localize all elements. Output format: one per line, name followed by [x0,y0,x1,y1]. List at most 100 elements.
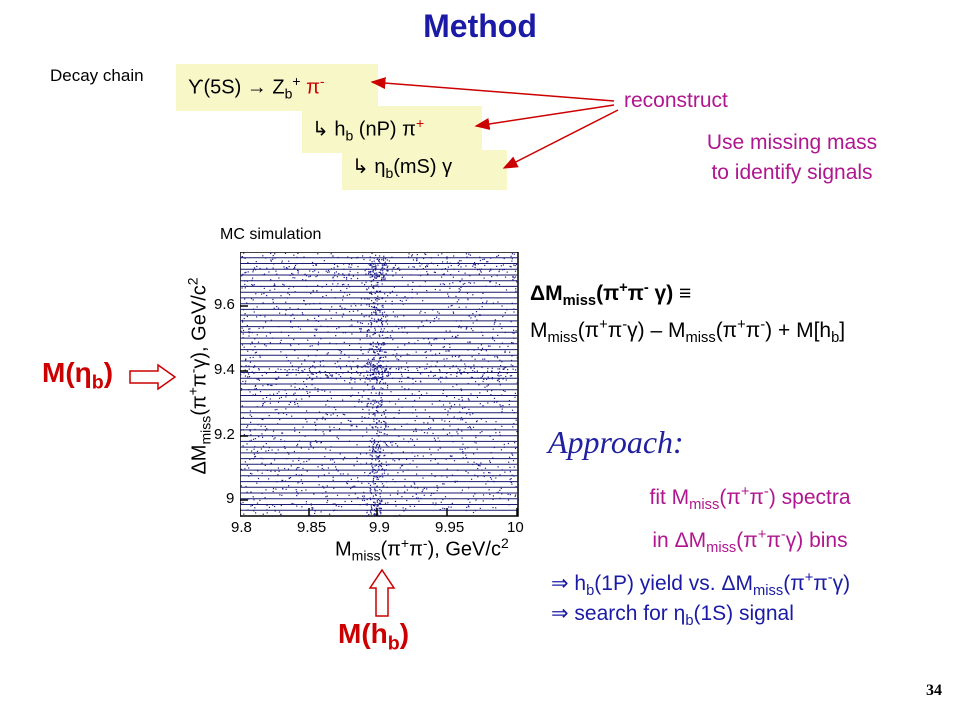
scatter-point [385,409,387,411]
scatter-point [262,418,264,421]
scatter-point [246,515,248,517]
scatter-point [290,372,292,374]
scatter-point [372,427,374,429]
scatter-point [342,459,344,461]
scatter-point [280,368,282,371]
scatter-point [336,494,339,496]
scatter-point [382,388,384,390]
scatter-point [306,285,308,288]
scatter-point [264,316,266,318]
scatter-point [375,426,377,428]
scatter-point [310,445,312,447]
scatter-point [356,444,358,446]
scatter-point [370,491,372,494]
scatter-point [372,478,375,480]
scatter-point [306,275,308,277]
scatter-point [372,468,374,470]
scatter-point [480,349,482,351]
scatter-point [475,436,477,439]
scatter-point [434,288,436,291]
scatter-point [371,471,373,473]
scatter-point [315,424,317,426]
scatter-point [243,513,245,515]
scatter-point [378,468,380,470]
scatter-point [503,257,505,260]
scatter-point [336,285,338,287]
scatter-point [369,490,371,492]
scatter-point [492,457,494,459]
scatter-point [305,489,307,491]
scatter-point [381,499,383,501]
scatter-point [491,276,493,278]
scatter-point [376,456,378,458]
scatter-point [304,383,306,385]
scatter-point [379,326,381,328]
scatter-point [357,497,359,499]
scatter-point [381,317,383,319]
scatter-point [396,353,398,355]
scatter-point [326,375,328,377]
scatter-point [496,356,498,358]
scatter-point [375,476,377,478]
scatter-point [282,412,285,414]
scatter-point [320,511,322,513]
scatter-point [280,295,282,297]
scatter-point [462,407,464,409]
scatter-point [298,372,300,374]
scatter-point [475,381,477,383]
scatter-point [370,292,372,294]
scatter-point [374,465,376,467]
scatter-point [487,367,489,370]
scatter-point [350,319,352,321]
scatter-point [383,259,385,261]
scatter-point [323,260,325,262]
scatter-point [472,294,474,296]
scatter-point [244,468,246,470]
scatter-point [270,252,272,254]
scatter-point [348,360,350,362]
scatter-point [385,461,387,463]
scatter-point [329,430,331,432]
scatter-point [422,300,424,302]
scatter-point [482,380,484,383]
scatter-point [309,345,311,347]
scatter-point [273,438,275,440]
scatter-point [454,480,456,482]
scatter-point [376,485,378,487]
scatter-point [427,422,429,424]
scatter-point [376,276,378,278]
scatter-point [430,494,432,497]
scatter-point [256,306,258,308]
scatter-point [317,344,319,346]
scatter-point [440,501,442,503]
scatter-point [374,365,376,367]
scatter-point [385,314,387,316]
scatter-point [362,408,364,410]
scatter-point [386,270,388,272]
scatter-point [386,315,388,317]
scatter-point [497,357,499,359]
scatter-point [472,265,474,267]
scatter-point [249,458,251,460]
scatter-point [505,366,507,369]
scatter-point [482,494,485,496]
scatter-point [517,365,519,367]
scatter-point [371,348,373,350]
scatter-point [415,409,417,411]
scatter-point [383,413,385,415]
scatter-point [316,290,318,292]
scatter-point [346,276,348,279]
scatter-point [478,464,480,467]
scatter-point [372,495,374,497]
scatter-point [307,392,309,394]
scatter-point [241,256,243,258]
scatter-point [374,415,376,417]
scatter-point [379,357,381,359]
scatter-point [366,289,368,291]
scatter-point [378,286,380,288]
scatter-point [506,372,508,374]
scatter-point [294,427,296,429]
scatter-point [314,421,316,423]
scatter-point [379,364,381,366]
scatter-point [416,254,418,256]
